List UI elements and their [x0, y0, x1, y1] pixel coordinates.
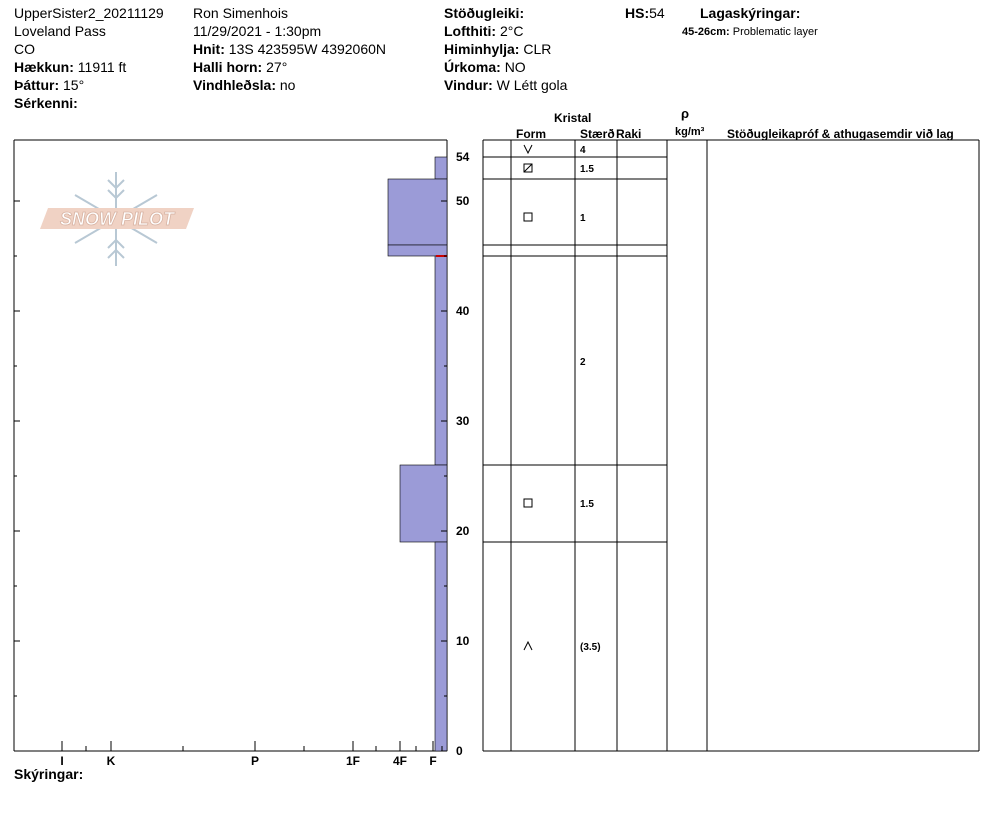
observer: Ron Simenhois — [193, 5, 288, 21]
state: CO — [14, 41, 35, 57]
y-tick-label: 50 — [456, 194, 470, 208]
stability-label: Stöðugleiki: — [444, 5, 525, 21]
legend-item: 45-26cm: Problematic layer — [682, 24, 818, 40]
hs-value: 54 — [649, 5, 665, 21]
decomposing-fragments-icon — [523, 163, 533, 173]
rho-header: ρ — [681, 106, 690, 121]
elevation-value: 11911 ft — [77, 59, 127, 75]
fragment-slash — [523, 163, 533, 173]
notes-label: Skýringar: — [14, 766, 84, 782]
x-tick-label: F — [429, 754, 436, 768]
snow-pilot-logo: SNOW PILOT — [40, 172, 194, 266]
pit-name: UpperSister2_20211129 — [14, 5, 164, 21]
precip-label: Úrkoma: — [444, 59, 501, 75]
depth-hoar-icon — [523, 640, 533, 651]
crystal-size: 1 — [580, 213, 586, 224]
hardness-bar — [387, 244, 448, 257]
coords-value: 13S 423595W 4392060N — [228, 41, 387, 57]
wind-loading-value: no — [279, 77, 296, 93]
hardness-bar — [434, 541, 448, 752]
elevation: Hækkun: 11911 ft — [14, 59, 126, 75]
y-tick-label: 10 — [456, 634, 470, 648]
precipitation-particles-icon — [523, 144, 533, 155]
slope-value: 27° — [266, 59, 288, 75]
wind-label: Vindur: — [444, 77, 493, 93]
crystal-size: 2 — [580, 357, 586, 368]
hs: HS:54 — [625, 5, 665, 21]
crystal-size: 1.5 — [580, 164, 594, 175]
legend-item-range: 45-26cm: — [682, 26, 730, 38]
hs-label: HS: — [625, 5, 650, 21]
legend-item-text: Problematic layer — [732, 26, 818, 38]
location: Loveland Pass — [14, 23, 106, 39]
x-tick-label: I — [60, 754, 63, 768]
y-tick-label: 30 — [456, 414, 470, 428]
wind-loading: Vindhleðsla: no — [193, 77, 295, 93]
wind: Vindur: W Létt gola — [444, 77, 567, 93]
crystal-size: 1.5 — [580, 499, 594, 510]
sky-value: CLR — [523, 41, 552, 57]
hardness-bar — [434, 255, 448, 466]
hardness-bar — [399, 464, 448, 543]
x-tick-label: 1F — [346, 754, 360, 768]
air-temp-label: Lofthiti: — [444, 23, 497, 39]
wind-value: W Létt gola — [496, 77, 568, 93]
faceted-crystals-icon — [523, 498, 533, 508]
crystal-header: Kristal — [554, 111, 592, 125]
size-header: Stærð — [580, 127, 615, 141]
y-tick-label: 0 — [456, 744, 463, 758]
precip-value: NO — [504, 59, 526, 75]
sky-label: Himinhylja: — [444, 41, 520, 57]
precip: Úrkoma: NO — [444, 59, 526, 75]
specifics-label: Sérkenni: — [14, 95, 78, 111]
legend-label: Lagaskýringar: — [700, 5, 801, 21]
hardness-bar — [387, 178, 448, 246]
wind-loading-label: Vindhleðsla: — [193, 77, 276, 93]
slope-label: Halli horn: — [193, 59, 263, 75]
air-temp: Lofthiti: 2°C — [444, 23, 523, 39]
elevation-label: Hækkun: — [14, 59, 74, 75]
crystal-size: (3.5) — [580, 642, 601, 653]
sky: Himinhylja: CLR — [444, 41, 551, 57]
logo-banner — [40, 208, 194, 229]
moisture-header: Raki — [616, 127, 642, 141]
coords-label: Hnit: — [193, 41, 225, 57]
y-tick-label: 54 — [456, 150, 470, 164]
logo-text: SNOW PILOT — [60, 209, 176, 229]
hardness-bar — [434, 156, 448, 180]
coordinates: Hnit: 13S 423595W 4392060N — [193, 41, 386, 57]
x-tick-label: K — [107, 754, 116, 768]
x-tick-label: P — [251, 754, 259, 768]
faceted-crystals-icon — [523, 212, 533, 222]
comments-header: Stöðugleikapróf & athugasemdir við lag — [727, 127, 954, 141]
aspect-value: 15° — [63, 77, 85, 93]
crystal-size: 4 — [580, 145, 586, 156]
y-tick-label: 20 — [456, 524, 470, 538]
layer-table — [482, 139, 980, 752]
aspect: Þáttur: 15° — [14, 77, 84, 93]
slope: Halli horn: 27° — [193, 59, 287, 75]
aspect-label: Þáttur: — [14, 77, 60, 93]
x-tick-label: 4F — [393, 754, 407, 768]
datetime: 11/29/2021 - 1:30pm — [193, 23, 322, 39]
density-unit-header: kg/m³ — [675, 126, 705, 138]
air-temp-value: 2°C — [499, 23, 524, 39]
y-tick-label: 40 — [456, 304, 470, 318]
form-header: Form — [516, 127, 546, 141]
